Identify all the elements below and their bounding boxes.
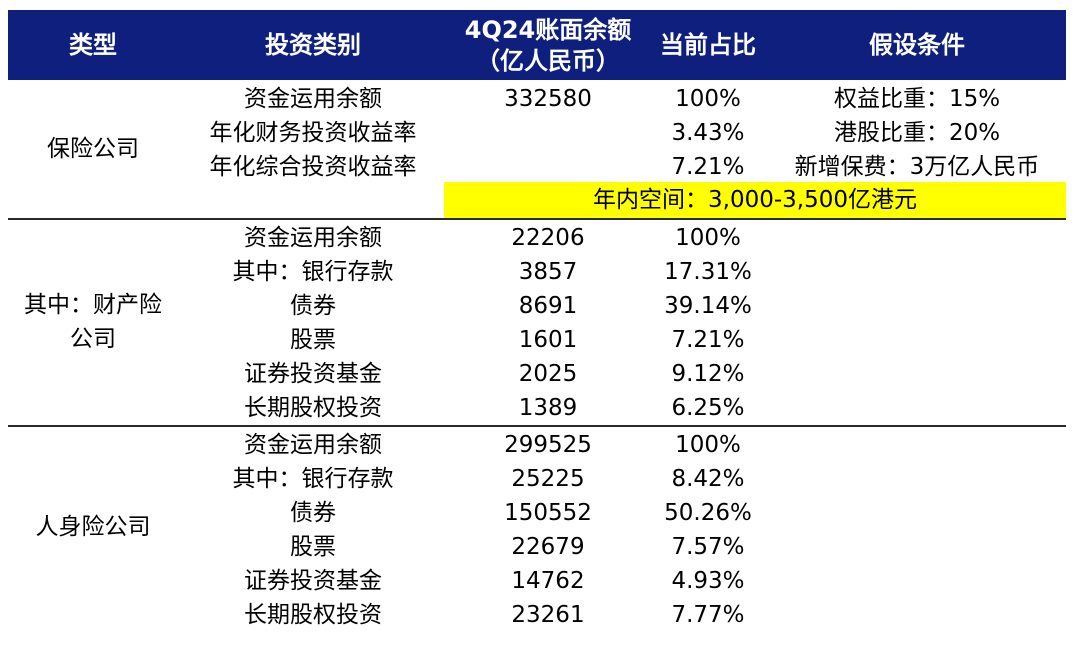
property-row-3-share: 7.21% (671, 327, 745, 353)
insurance-row-1-assumption: 港股比重：20% (833, 120, 1001, 146)
property-row-5-value: 1389 (518, 395, 578, 421)
insurance-row-1-category: 年化财务投资收益率 (209, 120, 417, 146)
group-property-line1: 其中：财产险 (24, 292, 162, 318)
life-row-2-value: 150552 (504, 500, 592, 526)
property-row-4-category: 证券投资基金 (244, 361, 382, 387)
header-share: 当前占比 (660, 31, 756, 59)
life-row-3-value: 22679 (511, 534, 585, 560)
property-row-5-share: 6.25% (671, 395, 745, 421)
property-row-0-value: 22206 (511, 225, 585, 251)
group-insurance: 保险公司 (47, 136, 139, 162)
group-property-line2: 公司 (70, 326, 116, 352)
insurance-row-2-share: 7.21% (671, 154, 745, 180)
property-row-2-category: 债券 (290, 293, 336, 319)
life-row-5-category: 长期股权投资 (244, 602, 382, 628)
insurance-row-2-category: 年化综合投资收益率 (209, 154, 417, 180)
property-row-1-share: 17.31% (664, 259, 752, 285)
life-row-0-value: 299525 (504, 432, 592, 458)
life-row-2-category: 债券 (290, 500, 336, 526)
highlight-band: 年内空间：3,000-3,500亿港元 (444, 182, 1066, 218)
life-row-5-share: 7.77% (671, 602, 745, 628)
insurance-row-0-assumption: 权益比重：15% (833, 86, 1001, 112)
property-row-4-value: 2025 (518, 361, 578, 387)
table-header: 类型 投资类别 4Q24账面余额 （亿人民币） 当前占比 假设条件 (8, 10, 1066, 80)
life-row-3-category: 股票 (290, 534, 336, 560)
life-row-4-share: 4.93% (671, 568, 745, 594)
life-row-4-category: 证券投资基金 (244, 568, 382, 594)
insurance-row-1-share: 3.43% (671, 120, 745, 146)
life-row-1-share: 8.42% (671, 466, 745, 492)
header-balance-line1: 4Q24账面余额 (464, 16, 632, 44)
life-row-1-value: 25225 (511, 466, 585, 492)
property-row-5-category: 长期股权投资 (244, 395, 382, 421)
life-row-0-share: 100% (675, 432, 741, 458)
property-row-0-category: 资金运用余额 (244, 225, 382, 251)
header-category: 投资类别 (265, 31, 361, 59)
life-row-2-share: 50.26% (664, 500, 752, 526)
life-row-1-category: 其中：银行存款 (232, 466, 394, 492)
insurance-row-2-assumption: 新增保费：3万亿人民币 (794, 154, 1040, 180)
property-row-1-category: 其中：银行存款 (232, 259, 394, 285)
property-row-0-share: 100% (675, 225, 741, 251)
life-row-0-category: 资金运用余额 (244, 432, 382, 458)
life-row-3-share: 7.57% (671, 534, 745, 560)
section-divider (8, 218, 1066, 220)
property-row-4-share: 9.12% (671, 361, 745, 387)
insurance-row-0-share: 100% (675, 86, 741, 112)
header-assumption: 假设条件 (869, 31, 965, 59)
life-row-5-value: 23261 (511, 602, 585, 628)
header-type: 类型 (69, 31, 117, 59)
header-balance-line2: （亿人民币） (476, 47, 620, 75)
property-row-3-value: 1601 (518, 327, 578, 353)
property-row-3-category: 股票 (290, 327, 336, 353)
insurance-row-0-category: 资金运用余额 (244, 86, 382, 112)
group-life: 人身险公司 (35, 514, 151, 540)
insurance-row-0-value: 332580 (504, 86, 592, 112)
property-row-1-value: 3857 (518, 259, 578, 285)
section-divider (8, 425, 1066, 427)
property-row-2-share: 39.14% (664, 293, 752, 319)
life-row-4-value: 14762 (511, 568, 585, 594)
property-row-2-value: 8691 (518, 293, 578, 319)
